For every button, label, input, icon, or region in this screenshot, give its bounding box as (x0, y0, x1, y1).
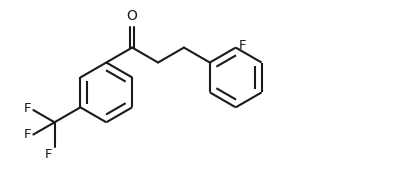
Text: F: F (24, 102, 31, 115)
Text: F: F (24, 128, 31, 141)
Text: O: O (127, 9, 138, 23)
Text: F: F (45, 148, 53, 161)
Text: F: F (239, 39, 247, 52)
